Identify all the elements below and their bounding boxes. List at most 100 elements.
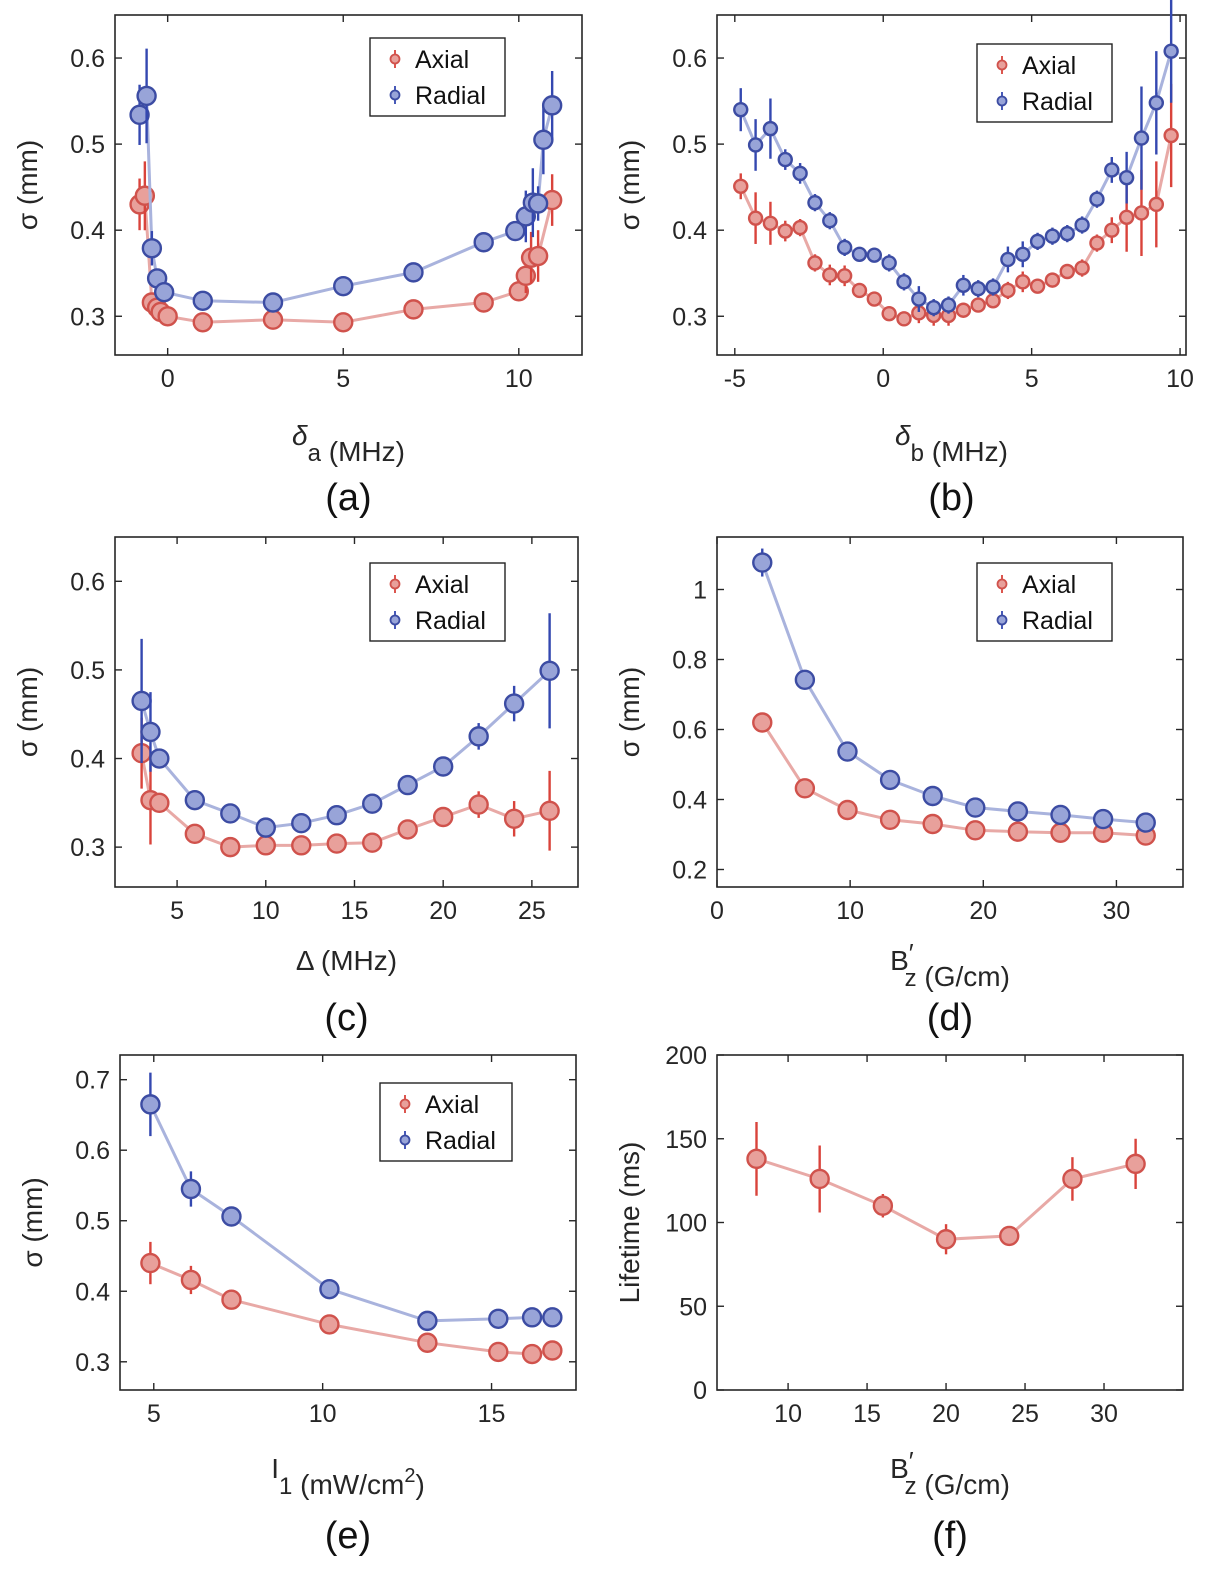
data-point [505,220,526,242]
data-point [822,213,838,229]
series-line [138,95,554,305]
data-point [221,1206,242,1227]
data-point [140,1252,161,1274]
x-tick-label: 0 [876,365,890,393]
data-point [836,268,853,284]
legend-label-radial: Radial [425,1127,496,1155]
x-tick-label: 10 [505,365,533,393]
data-point [542,1307,563,1328]
y-tick-label: 50 [679,1293,707,1321]
data-point [879,809,901,830]
x-label-end: ) [415,1469,424,1500]
data-point [999,1225,1020,1247]
data-point [866,247,883,263]
data-point [1074,260,1090,276]
data-point [1148,196,1165,213]
data-point [1133,130,1150,146]
axes-box [114,536,579,888]
x-tick-label: 20 [429,897,457,925]
data-point [1092,808,1114,830]
data-point [837,741,858,762]
data-point [794,669,816,690]
y-tick-label: 0.6 [70,568,105,596]
x-label-unit: (MHz) [321,436,405,467]
x-tick-label: 10 [774,1400,802,1428]
data-point [1118,169,1135,186]
x-label-symbol: B [890,1453,909,1484]
data-point [291,813,312,834]
panel-c: 5 10 15 20 25 0.3 0.4 0.5 0.6 σ (mm) Δ (MHz) (c) Axi… [12,536,579,1039]
data-point [539,800,560,821]
y-axis-label: σ (mm) [12,140,43,230]
data-point [527,245,549,267]
x-tick-label: 10 [252,897,280,925]
data-point [1029,278,1046,294]
x-axis-label: δa (MHz) [292,420,405,467]
y-tick-label: 100 [665,1210,707,1238]
data-point [488,1341,509,1363]
x-label-unit: (MHz) [924,436,1008,467]
y-tick-label: 0.3 [75,1349,110,1377]
data-point [319,1278,340,1300]
legend: Axial Radial [369,37,506,117]
data-point [985,279,1001,295]
data-point [792,165,808,182]
data-point [851,246,868,262]
x-tick-label: 5 [170,897,184,925]
data-point [533,129,554,151]
x-axis-label: I1 (mW/cm2) [271,1453,425,1500]
legend-box [976,562,1113,642]
y-tick-label: 0.5 [75,1208,110,1236]
data-point [149,748,170,769]
data-point [1050,804,1071,826]
x-tick-label: 0 [161,365,175,393]
panel-f: 10 15 20 25 30 0 50 100 150 200 Lifetime (ms) B′ z (… [614,1042,1184,1557]
data-point [131,690,152,712]
series-radial [733,0,1179,317]
y-tick-label: 0.4 [70,746,105,774]
data-point [851,282,868,299]
axes-box [716,1054,1184,1391]
x-label-subscript: z [905,965,917,992]
data-point [192,290,213,311]
legend-marker [996,59,1008,71]
x-axis-label: B′ z (G/cm) [890,938,1010,992]
data-point [1015,246,1031,262]
data-point [881,305,897,322]
data-point [970,281,986,297]
data-point [922,813,943,835]
legend-marker [389,89,401,101]
data-point [221,1289,242,1310]
x-tick-label: 5 [1025,365,1039,393]
legend-marker [389,578,401,590]
panel-label: (c) [324,997,368,1039]
legend-marker [399,1134,411,1146]
data-point [140,721,161,743]
data-point [521,1343,543,1365]
data-point [129,104,150,126]
data-point [746,1148,767,1170]
data-point [192,312,213,333]
data-point [1059,225,1075,242]
data-point [955,302,972,318]
legend-label-radial: Radial [415,607,486,635]
y-tick-label: 0.6 [672,45,707,73]
x-tick-label: 30 [1103,897,1131,925]
data-point [255,817,276,838]
legend: Axial Radial [976,43,1113,123]
data-point [1015,274,1031,290]
series-line [760,561,1146,825]
data-point [1029,233,1046,250]
y-tick-label: 0.5 [70,657,105,685]
legend-box [976,43,1113,123]
legend-label-radial: Radial [1022,607,1093,635]
data-point [1104,222,1120,238]
data-point [362,793,383,814]
data-point [1148,95,1165,111]
y-axis-label: Lifetime (ms) [614,1142,645,1304]
panel-e: 5 10 15 0.3 0.4 0.5 0.6 0.7 σ (mm) I1 (mW/cm2) (e)… [17,1054,577,1557]
legend-label-axial: Axial [425,1091,479,1119]
data-point [925,299,942,316]
panel-label: (e) [325,1515,371,1557]
data-point [521,1307,543,1328]
